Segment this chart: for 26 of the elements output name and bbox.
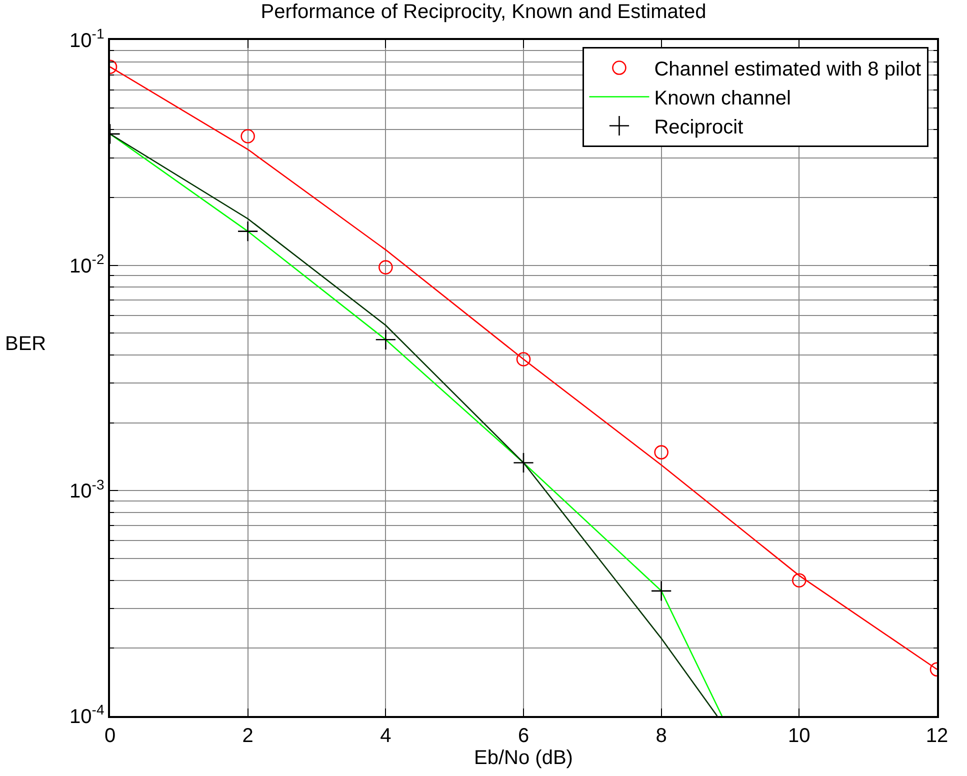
x-axis-title: Eb/No (dB)	[474, 746, 573, 769]
y-axis-title: BER	[5, 333, 46, 355]
point	[516, 352, 531, 366]
x-tick-label: 10	[788, 724, 810, 747]
x-tick-label: 12	[926, 724, 948, 747]
legend-label: Reciprocit	[654, 116, 744, 139]
point	[375, 329, 396, 350]
legend-label: Known channel	[654, 88, 792, 110]
legend-label: Channel estimated with 8 pilot	[654, 58, 922, 81]
x-tick-label: 6	[518, 724, 530, 747]
point	[513, 452, 534, 474]
x-tick-label: 0	[104, 724, 116, 747]
point	[237, 220, 258, 242]
point	[378, 260, 393, 274]
x-tick-label: 8	[656, 724, 667, 747]
point	[650, 580, 672, 602]
y-tick-label: 10$^{-2}$	[70, 250, 104, 278]
point	[792, 573, 806, 588]
x-tick-label: 2	[242, 724, 254, 747]
y-tick-label: 10$^{-1}$	[70, 26, 104, 52]
y-tick-label: 10$^{-3}$	[70, 476, 104, 503]
y-tick-label: 10$^{-4}$	[70, 702, 104, 728]
point	[240, 129, 255, 144]
point	[654, 445, 668, 460]
x-tick-label: 4	[380, 724, 392, 747]
chart-title: Performance of Reciprocity, Known and Estimated	[260, 0, 706, 23]
